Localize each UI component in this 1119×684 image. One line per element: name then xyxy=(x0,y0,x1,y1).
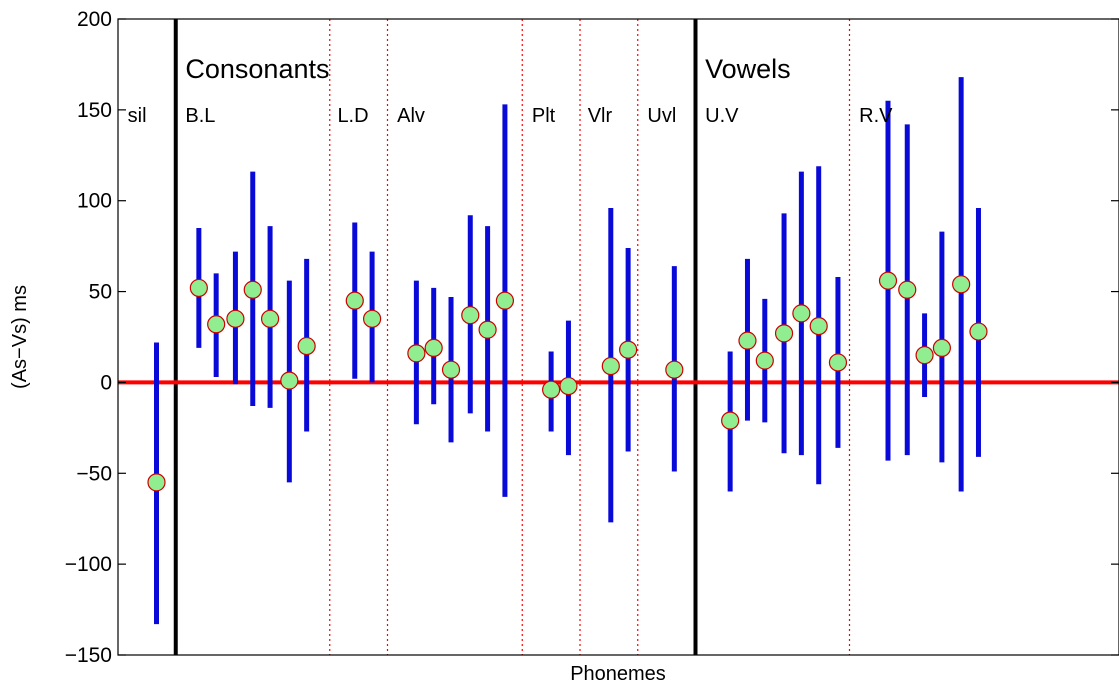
data-point xyxy=(297,336,316,356)
data-point xyxy=(601,356,620,376)
group-label: sil xyxy=(128,105,147,127)
y-tick-label: −50 xyxy=(76,462,112,485)
data-point xyxy=(969,322,988,341)
group-label: Plt xyxy=(532,105,556,127)
data-point xyxy=(478,320,497,339)
group-label: Uvl xyxy=(647,105,676,127)
data-point xyxy=(774,324,794,343)
y-tick-label: 150 xyxy=(77,99,112,122)
data-point xyxy=(809,316,828,336)
group-label: B.L xyxy=(185,105,215,127)
data-point xyxy=(915,346,934,365)
data-point xyxy=(424,338,443,358)
data-point xyxy=(226,309,245,328)
data-point xyxy=(280,371,299,390)
y-axis-label: (As−Vs) ms xyxy=(9,285,31,389)
data-point xyxy=(147,473,166,492)
y-tick-label: 200 xyxy=(77,8,112,31)
plot-frame xyxy=(117,18,1119,656)
x-axis-label: Phonemes xyxy=(570,663,666,684)
data-point xyxy=(665,360,684,379)
data-point xyxy=(559,376,578,396)
data-point xyxy=(738,331,757,350)
group-label: Alv xyxy=(397,105,425,127)
data-point xyxy=(828,353,848,372)
data-point xyxy=(952,275,971,294)
group-label: Vlr xyxy=(588,105,613,127)
data-point xyxy=(721,411,740,430)
data-point xyxy=(495,291,515,310)
group-label: U.V xyxy=(705,105,739,127)
data-point xyxy=(189,278,208,298)
group-label: L.D xyxy=(337,105,368,127)
y-axis: −150 −100 −50 0 50 100 150 200 xyxy=(65,8,1119,667)
data-point xyxy=(407,344,426,363)
data-point xyxy=(363,309,382,328)
data-point xyxy=(441,360,461,379)
data-point xyxy=(898,280,917,299)
data-point xyxy=(755,351,774,370)
data-point xyxy=(207,315,226,334)
data-point xyxy=(878,271,898,290)
section-label: Consonants xyxy=(185,54,329,84)
group-boundaries xyxy=(173,19,851,655)
y-tick-label: 0 xyxy=(100,371,112,394)
data-point xyxy=(461,306,480,325)
data-point xyxy=(932,338,952,358)
group-labels: Consonants Vowels sil B.L L.D Alv Plt Vlr Uvl U.V… xyxy=(128,54,894,127)
data-point xyxy=(260,309,280,328)
section-label: Vowels xyxy=(705,54,791,84)
group-label: R.V xyxy=(859,105,893,127)
data-point xyxy=(619,340,638,359)
y-tick-label: −100 xyxy=(65,553,112,576)
y-tick-label: −150 xyxy=(65,644,112,667)
y-tick-label: 100 xyxy=(77,190,112,213)
error-bars xyxy=(154,77,981,625)
data-points xyxy=(147,271,988,492)
y-tick-label: 50 xyxy=(89,281,112,304)
data-point xyxy=(792,304,811,323)
data-point xyxy=(243,280,262,299)
data-point xyxy=(542,380,561,399)
data-point xyxy=(345,291,364,310)
